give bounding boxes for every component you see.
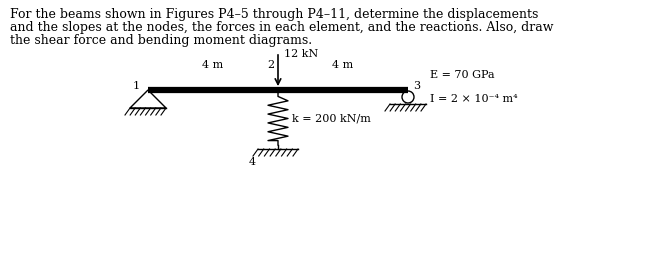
Text: the shear force and bending moment diagrams.: the shear force and bending moment diagr…	[10, 34, 312, 47]
Text: 1: 1	[133, 81, 140, 91]
Text: E = 70 GPa: E = 70 GPa	[430, 70, 495, 80]
Text: 4 m: 4 m	[203, 60, 223, 70]
Text: For the beams shown in Figures P4–5 through P4–11, determine the displacements: For the beams shown in Figures P4–5 thro…	[10, 8, 538, 21]
Text: I = 2 × 10⁻⁴ m⁴: I = 2 × 10⁻⁴ m⁴	[430, 94, 517, 104]
Text: and the slopes at the nodes, the forces in each element, and the reactions. Also: and the slopes at the nodes, the forces …	[10, 21, 554, 34]
Text: 4: 4	[249, 157, 256, 167]
Text: 12 kN: 12 kN	[284, 49, 318, 59]
Text: 4 m: 4 m	[332, 60, 354, 70]
Text: 3: 3	[413, 81, 420, 91]
Text: 2: 2	[267, 60, 274, 70]
Text: k = 200 kN/m: k = 200 kN/m	[292, 114, 371, 124]
